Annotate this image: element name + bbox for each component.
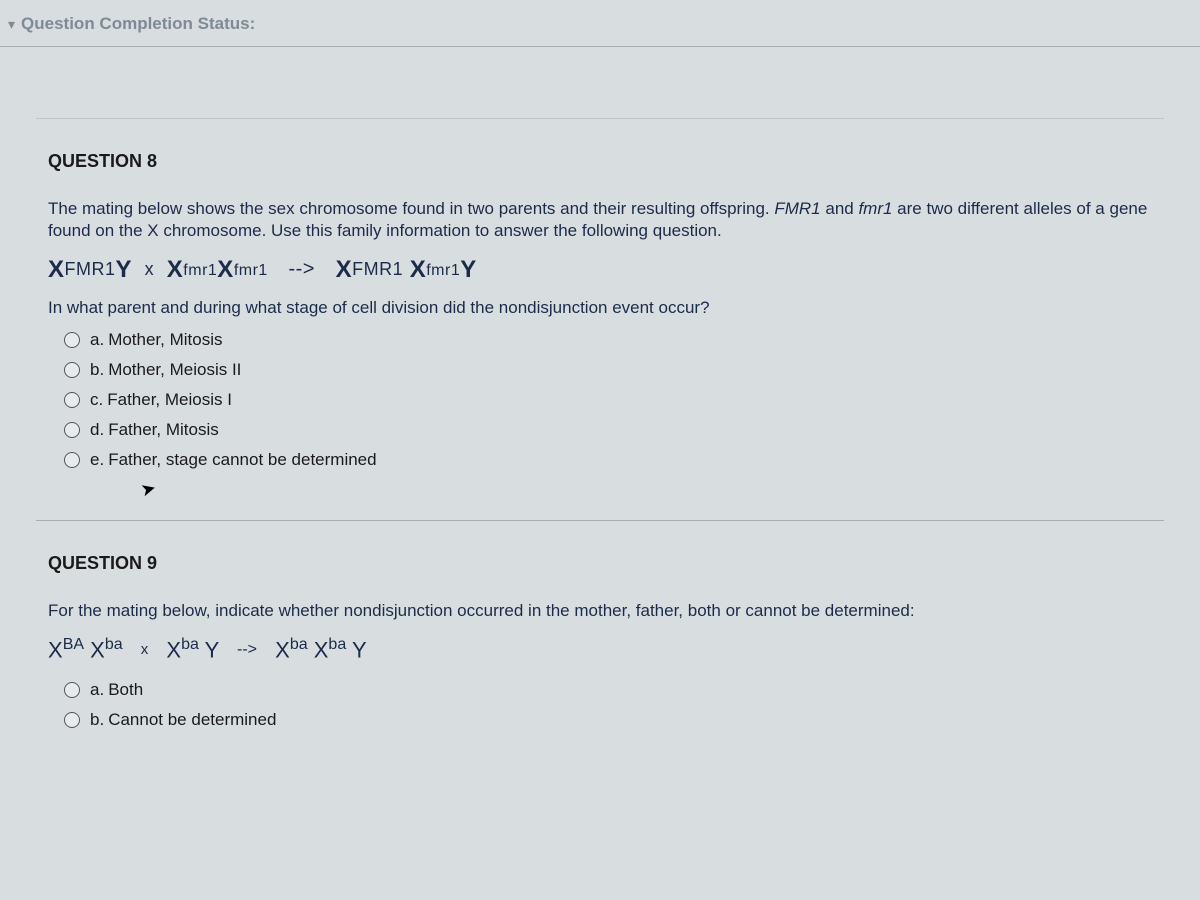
question-8-subq: In what parent and during what stage of …	[48, 298, 1152, 318]
o-s2: ba	[328, 636, 346, 653]
m-s2: ba	[105, 636, 123, 653]
choice-letter: a.	[90, 680, 104, 700]
f-x: X	[166, 638, 181, 663]
radio-icon[interactable]	[64, 712, 80, 728]
choice-text: Father, Meiosis I	[107, 390, 232, 410]
choice-row[interactable]: b. Cannot be determined	[64, 710, 1152, 730]
question-8-genotype: XFMR1Y x Xfmr1Xfmr1 --> XFMR1 Xfmr1Y	[48, 256, 1152, 284]
p1-x: X	[48, 256, 65, 283]
o-x1: X	[336, 256, 353, 283]
choice-letter: d.	[90, 420, 104, 440]
choice-row[interactable]: d. Father, Mitosis	[64, 420, 1152, 440]
intro-text-b: FMR1	[774, 199, 820, 218]
p2-a2: fmr1	[234, 262, 268, 279]
cross-symbol: x	[129, 641, 161, 658]
o-y: Y	[460, 256, 477, 283]
arrow-symbol: -->	[274, 258, 329, 280]
question-8-choices: a. Mother, Mitosis b. Mother, Meiosis II…	[48, 330, 1152, 470]
question-9-genotype: XBA Xba x Xba Y --> Xba Xba Y	[48, 636, 1152, 663]
p1-allele: FMR1	[65, 259, 116, 279]
choice-row[interactable]: e. Father, stage cannot be determined	[64, 450, 1152, 470]
status-label: Question Completion Status:	[21, 14, 255, 34]
question-9-heading: QUESTION 9	[48, 553, 1152, 574]
choice-letter: e.	[90, 450, 104, 470]
choice-text: Mother, Mitosis	[108, 330, 222, 350]
question-8: QUESTION 8 The mating below shows the se…	[36, 119, 1164, 521]
chevron-down-icon[interactable]: ▾	[8, 16, 15, 33]
o-x1: X	[275, 638, 290, 663]
question-8-intro: The mating below shows the sex chromosom…	[48, 198, 1152, 242]
p2-a1: fmr1	[183, 262, 217, 279]
cursor-icon: ➤	[139, 478, 159, 502]
radio-icon[interactable]	[64, 682, 80, 698]
o-x2: X	[410, 256, 427, 283]
choice-letter: c.	[90, 390, 103, 410]
o-a1: FMR1	[352, 259, 403, 279]
radio-icon[interactable]	[64, 362, 80, 378]
p1-y: Y	[116, 256, 133, 283]
arrow-symbol: -->	[225, 641, 269, 658]
choice-letter: b.	[90, 360, 104, 380]
choice-text: Mother, Meiosis II	[108, 360, 241, 380]
choice-text: Both	[108, 680, 143, 700]
choice-text: Father, stage cannot be determined	[108, 450, 376, 470]
choice-letter: a.	[90, 330, 104, 350]
question-8-heading: QUESTION 8	[48, 151, 1152, 172]
intro-text-a: The mating below shows the sex chromosom…	[48, 199, 774, 218]
choice-row[interactable]: c. Father, Meiosis I	[64, 390, 1152, 410]
top-spacer	[36, 47, 1164, 119]
m-s1: BA	[63, 636, 84, 653]
m-x2: X	[90, 638, 105, 663]
choice-text: Cannot be determined	[108, 710, 276, 730]
p2-x2: X	[217, 256, 234, 283]
o-y: Y	[352, 638, 367, 663]
choice-text: Father, Mitosis	[108, 420, 219, 440]
o-x2: X	[314, 638, 329, 663]
choice-row[interactable]: a. Both	[64, 680, 1152, 700]
question-9-choices: a. Both b. Cannot be determined	[48, 680, 1152, 730]
content-area: QUESTION 8 The mating below shows the se…	[0, 47, 1200, 780]
intro-text-d: fmr1	[858, 199, 892, 218]
choice-letter: b.	[90, 710, 104, 730]
p2-x1: X	[167, 256, 184, 283]
choice-row[interactable]: b. Mother, Meiosis II	[64, 360, 1152, 380]
radio-icon[interactable]	[64, 392, 80, 408]
cross-symbol: x	[139, 259, 161, 279]
m-x1: X	[48, 638, 63, 663]
radio-icon[interactable]	[64, 332, 80, 348]
o-s1: ba	[290, 636, 308, 653]
intro-text-c: and	[821, 199, 859, 218]
status-bar: ▾ Question Completion Status:	[0, 0, 1200, 47]
o-a2: fmr1	[426, 262, 460, 279]
choice-row[interactable]: a. Mother, Mitosis	[64, 330, 1152, 350]
f-y: Y	[205, 638, 219, 663]
question-9: QUESTION 9 For the mating below, indicat…	[36, 521, 1164, 779]
radio-icon[interactable]	[64, 422, 80, 438]
radio-icon[interactable]	[64, 452, 80, 468]
f-s: ba	[181, 636, 199, 653]
question-9-intro: For the mating below, indicate whether n…	[48, 600, 1152, 622]
